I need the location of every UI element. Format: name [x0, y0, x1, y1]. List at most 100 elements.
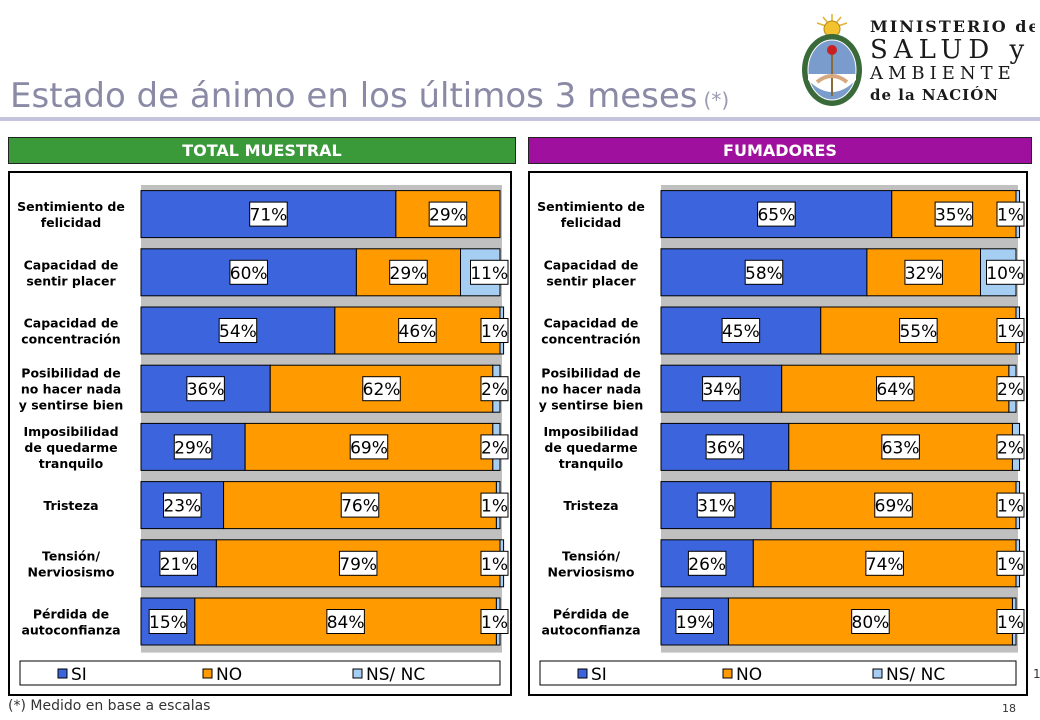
data-label-box [881, 434, 920, 460]
data-label: 79% [339, 555, 377, 575]
category-label-line: Capacidad de [544, 257, 639, 272]
logo-line-2: SALUD y [870, 35, 1030, 65]
data-label-box [851, 609, 890, 634]
data-label-box [721, 318, 761, 343]
data-label: 15% [149, 613, 187, 633]
data-label: 64% [876, 380, 914, 400]
data-label-box [934, 201, 974, 227]
category-label-line: concentración [541, 332, 640, 347]
data-label: 29% [429, 206, 467, 226]
page-title-text: Estado de ánimo en los últimos 3 meses [10, 76, 698, 116]
legend-swatch [202, 668, 213, 679]
data-label: 36% [706, 438, 744, 458]
data-label-box [148, 609, 188, 634]
data-label-box [996, 492, 1025, 518]
title-note: (*) [703, 88, 730, 112]
data-label-box [218, 318, 258, 343]
category-label-line: Tensión/ [562, 548, 620, 563]
category-label-line: Imposibilidad [543, 424, 638, 439]
legend-label: NS/ NC [886, 665, 945, 685]
category-label-line: Capacidad de [24, 257, 119, 272]
data-label: 1% [481, 613, 508, 633]
category-label-line: autoconfianza [21, 623, 120, 638]
data-label-box [186, 376, 225, 402]
category-label-line: tranquilo [39, 456, 104, 471]
data-label: 54% [219, 322, 257, 342]
legend-label: NO [736, 665, 762, 685]
data-label: 23% [163, 497, 201, 517]
category-label-line: Posibilidad de [541, 366, 640, 381]
data-label: 31% [697, 497, 735, 517]
data-label: 62% [363, 380, 401, 400]
data-label-box [173, 434, 213, 460]
data-label: 11% [470, 264, 508, 284]
data-label-box [480, 376, 509, 402]
data-label-box [757, 201, 796, 227]
category-label-line: y sentirse bien [539, 398, 644, 413]
data-label-box [362, 376, 401, 402]
category-label-line: Tensión/ [42, 548, 100, 563]
data-label: 1% [997, 555, 1024, 575]
data-label: 21% [160, 555, 198, 575]
page-number: 18 [1002, 702, 1016, 715]
data-label: 34% [702, 380, 740, 400]
data-label: 1% [997, 497, 1024, 517]
data-label-box [865, 550, 904, 576]
bar-si [660, 248, 868, 297]
data-label-box [349, 434, 389, 460]
category-label-line: tranquilo [559, 456, 624, 471]
edge-mark: 1 [1033, 667, 1040, 681]
category-label-line: Capacidad de [544, 316, 639, 331]
category-label-line: concentración [21, 332, 120, 347]
data-label: 76% [341, 497, 379, 517]
data-label-box [249, 201, 288, 227]
legend-swatch [577, 668, 588, 679]
data-label: 1% [997, 613, 1024, 633]
category-label-line: Sentimiento de [537, 199, 645, 214]
data-label-box [480, 318, 509, 343]
ministry-logo: MINISTERIO de SALUD y AMBIENTE de la NAC… [802, 14, 1035, 106]
category-label-line: sentir placer [546, 273, 636, 288]
data-label: 2% [997, 438, 1024, 458]
data-label-box [996, 201, 1025, 227]
data-label: 65% [757, 206, 795, 226]
category-label-line: de quedarme [24, 440, 117, 455]
data-label: 74% [866, 555, 904, 575]
bar-si [140, 364, 271, 413]
data-label-box [675, 609, 714, 634]
category-label-line: autoconfianza [541, 623, 640, 638]
data-label-box [480, 434, 509, 460]
data-label: 63% [882, 438, 920, 458]
data-label-box [986, 259, 1025, 285]
category-label-line: de quedarme [544, 440, 637, 455]
data-label: 32% [905, 264, 943, 284]
data-label-box [696, 492, 736, 518]
data-label: 58% [745, 264, 783, 284]
data-label-box [428, 201, 468, 227]
category-label: Tensión/Nerviosismo [28, 548, 115, 579]
bar-si [140, 422, 246, 471]
legend-label: NO [216, 665, 242, 685]
data-label-box [876, 376, 915, 402]
data-label: 69% [350, 438, 388, 458]
category-label-line: y sentirse bien [19, 398, 124, 413]
category-label-line: felicidad [41, 215, 102, 230]
data-label-box [470, 259, 509, 285]
data-label-box [904, 259, 943, 285]
legend [539, 660, 1017, 686]
data-label-box [389, 259, 428, 285]
category-label-line: sentir placer [26, 273, 116, 288]
legend-swatch [872, 668, 883, 679]
data-label: 84% [327, 613, 365, 633]
data-label-box [398, 318, 437, 343]
data-label-box [480, 492, 509, 518]
category-label-line: no hacer nada [21, 382, 121, 397]
category-label-line: no hacer nada [541, 382, 641, 397]
category-label-line: Tristeza [563, 498, 618, 513]
data-label-box [163, 492, 202, 518]
